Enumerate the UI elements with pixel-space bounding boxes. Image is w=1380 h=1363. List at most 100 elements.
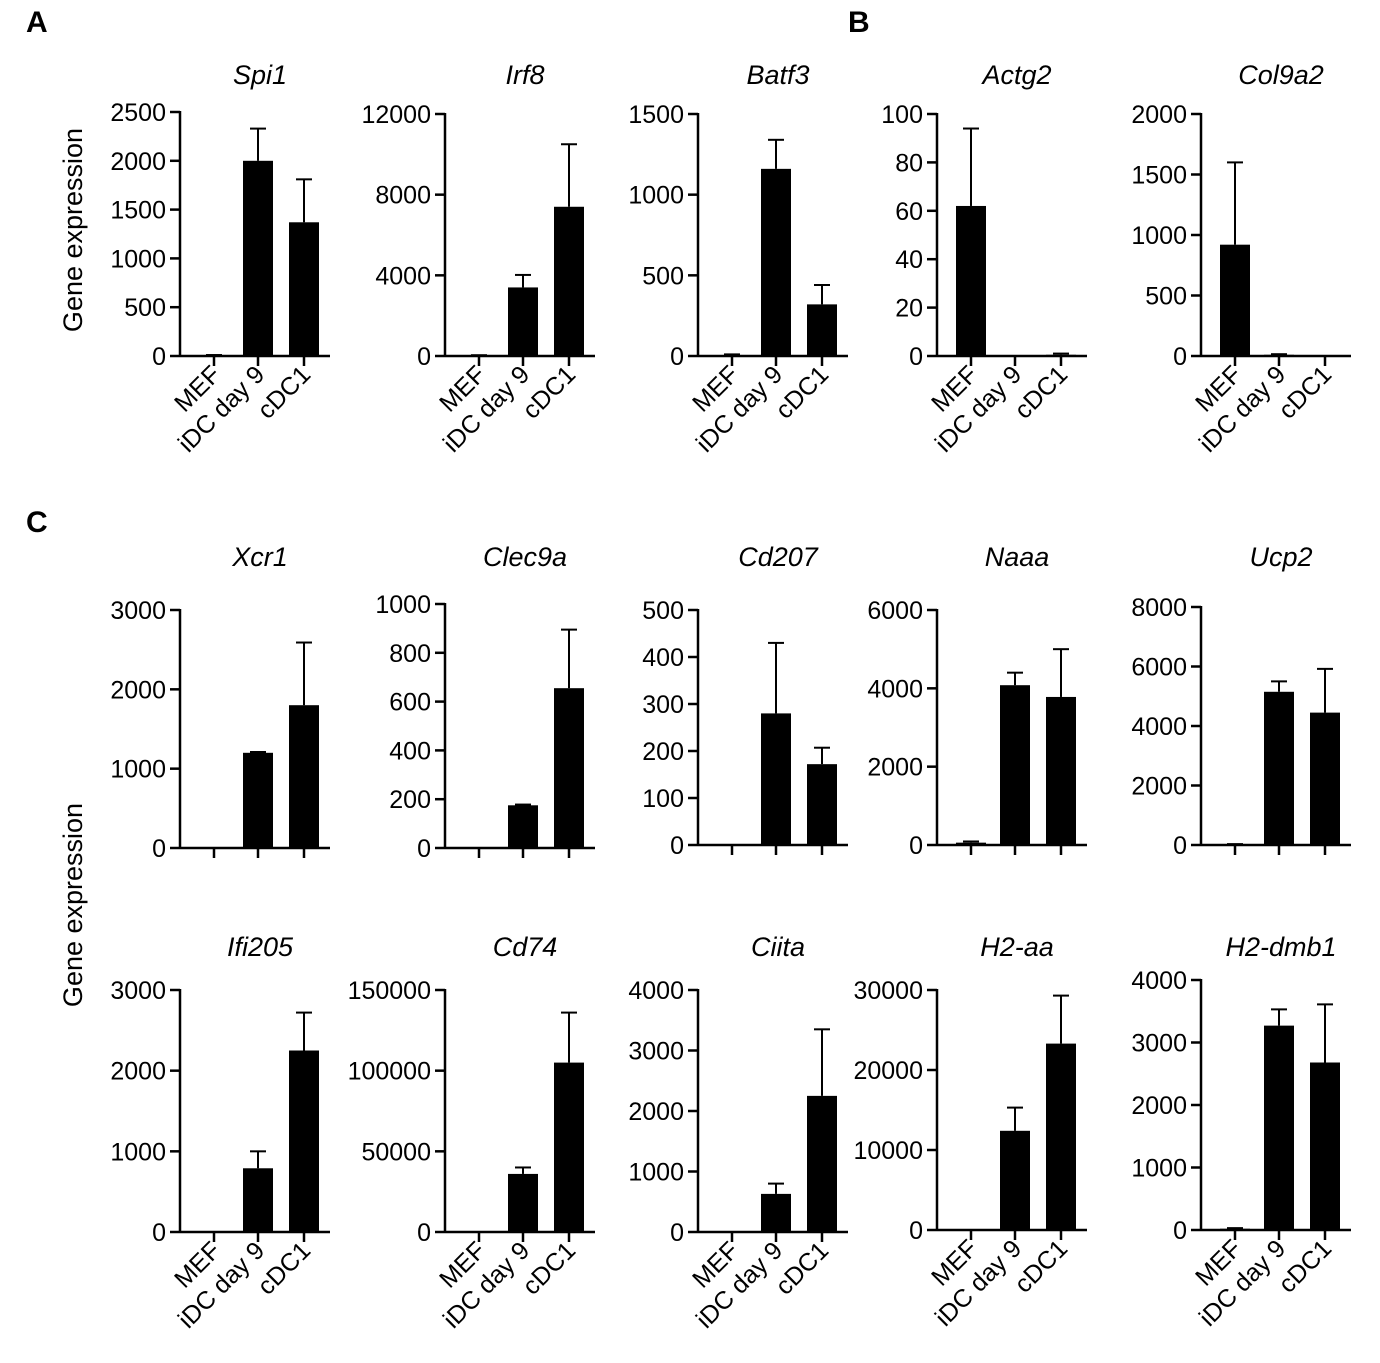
panel-label-c: C (26, 506, 48, 539)
y-tick-label: 0 (1173, 1217, 1187, 1245)
chart-title: Cd207 (738, 542, 819, 572)
y-tick-label: 1000 (628, 182, 684, 210)
bar-cdc1 (554, 1062, 584, 1232)
category-label: cDC1 (1273, 1234, 1337, 1298)
y-axis-label-bottom: Gene expression (58, 803, 88, 1007)
y-tick-label: 0 (909, 1217, 923, 1245)
bar-cdc1 (289, 705, 319, 848)
bar-idc-day-9 (243, 752, 273, 848)
y-tick-label: 4000 (867, 675, 923, 703)
chart-title: Batf3 (746, 60, 809, 90)
chart-title: Spi1 (233, 60, 287, 90)
category-label: cDC1 (1009, 360, 1073, 424)
category-label: cDC1 (252, 360, 316, 424)
y-tick-label: 4000 (375, 262, 431, 290)
y-tick-label: 100 (881, 101, 923, 129)
bar-idc-day-9 (243, 160, 273, 356)
category-label: cDC1 (517, 360, 581, 424)
y-tick-label: 500 (642, 597, 684, 625)
chart-title: H2-aa (980, 932, 1054, 962)
y-tick-label: 3000 (628, 1038, 684, 1066)
y-tick-label: 1500 (110, 197, 166, 225)
y-tick-label: 1000 (375, 591, 431, 619)
bar-mef (1220, 1228, 1250, 1230)
bar-idc-day-9 (243, 1168, 273, 1232)
y-tick-label: 500 (1145, 283, 1187, 311)
y-tick-label: 0 (670, 1219, 684, 1247)
chart-title: Ciita (751, 932, 805, 962)
bar-cdc1 (807, 1095, 837, 1232)
y-tick-label: 60 (895, 198, 923, 226)
y-tick-label: 0 (1173, 832, 1187, 860)
bar-cdc1 (554, 688, 584, 848)
y-tick-label: 1000 (628, 1159, 684, 1187)
bar-cdc1 (1046, 696, 1076, 845)
y-tick-label: 1000 (110, 1138, 166, 1166)
panel-label-a: A (26, 6, 48, 39)
y-tick-label: 0 (909, 832, 923, 860)
chart-title: Clec9a (483, 542, 567, 572)
y-tick-label: 20 (895, 295, 923, 323)
chart-title: Cd74 (493, 932, 558, 962)
bar-idc-day-9 (508, 287, 538, 356)
bar-idc-day-9 (1000, 685, 1030, 845)
y-tick-label: 80 (895, 149, 923, 177)
y-tick-label: 500 (642, 262, 684, 290)
bar-idc-day-9 (761, 168, 791, 356)
y-tick-label: 400 (642, 644, 684, 672)
y-tick-label: 100000 (348, 1058, 431, 1086)
chart-title: Irf8 (505, 60, 544, 90)
y-tick-label: 12000 (361, 101, 431, 129)
y-tick-label: 2000 (1131, 101, 1187, 129)
bar-mef (956, 205, 986, 356)
y-tick-label: 150000 (348, 977, 431, 1005)
chart-title: Col9a2 (1238, 60, 1324, 90)
bar-cdc1 (289, 222, 319, 356)
y-tick-label: 400 (389, 737, 431, 765)
y-tick-label: 200 (389, 786, 431, 814)
category-label: cDC1 (770, 360, 834, 424)
y-tick-label: 2000 (1131, 1092, 1187, 1120)
bar-idc-day-9 (508, 1173, 538, 1232)
y-tick-label: 50000 (361, 1138, 431, 1166)
chart-title: Ifi205 (227, 932, 294, 962)
y-tick-label: 4000 (1131, 967, 1187, 995)
bar-cdc1 (1046, 1043, 1076, 1230)
bar-cdc1 (807, 304, 837, 356)
y-tick-label: 1500 (1131, 162, 1187, 190)
chart-title: Actg2 (980, 60, 1051, 90)
y-tick-label: 8000 (375, 182, 431, 210)
y-tick-label: 0 (670, 343, 684, 371)
y-tick-label: 200 (642, 738, 684, 766)
bar-mef (717, 355, 747, 356)
y-tick-label: 2000 (110, 676, 166, 704)
bar-mef (1220, 244, 1250, 356)
y-tick-label: 100 (642, 785, 684, 813)
chart-title: Xcr1 (231, 542, 288, 572)
bar-cdc1 (1046, 354, 1076, 356)
category-label: cDC1 (1009, 1234, 1073, 1298)
y-tick-label: 4000 (1131, 713, 1187, 741)
category-label: cDC1 (1273, 360, 1337, 424)
y-tick-label: 2000 (110, 148, 166, 176)
y-tick-label: 10000 (853, 1137, 923, 1165)
bar-cdc1 (807, 764, 837, 845)
bar-cdc1 (554, 206, 584, 356)
y-tick-label: 300 (642, 691, 684, 719)
bar-idc-day-9 (761, 1193, 791, 1232)
bar-idc-day-9 (1264, 691, 1294, 845)
panel-label-b: B (848, 6, 870, 39)
y-tick-label: 0 (909, 343, 923, 371)
bar-idc-day-9 (1264, 1025, 1294, 1230)
bar-idc-day-9 (761, 713, 791, 845)
y-tick-label: 500 (124, 294, 166, 322)
